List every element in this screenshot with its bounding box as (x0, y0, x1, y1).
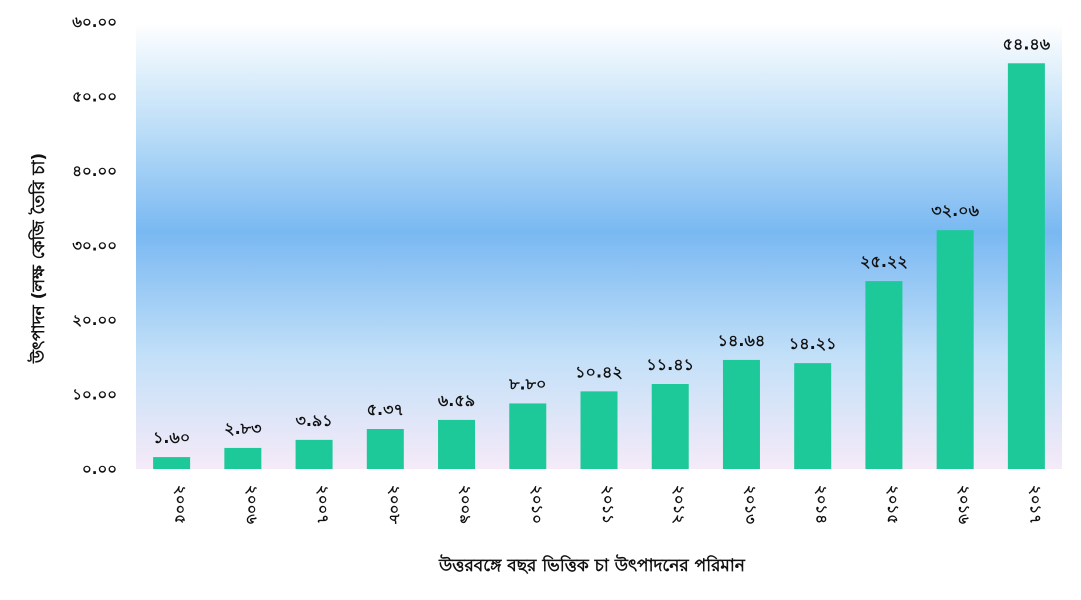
data-label: ৫৪.৪৬ (1003, 34, 1051, 53)
x-tick-label: ২০১৪ (813, 485, 831, 524)
x-tick-label: ২০১৫ (884, 485, 902, 524)
x-tick-label: ২০০৫ (172, 485, 190, 524)
bar (794, 363, 832, 469)
x-tick-label: ২০০৬ (243, 485, 261, 524)
bar (153, 457, 191, 469)
data-label: ৮.৮০ (508, 374, 546, 393)
data-label: ১৪.২১ (789, 334, 837, 353)
x-tick-label: ২০০৮ (385, 485, 403, 524)
y-tick-label: ১০.০০ (72, 386, 117, 404)
data-label: ১.৬০ (153, 428, 190, 447)
bar (366, 428, 404, 469)
bar (1007, 63, 1045, 469)
data-label: ১৪.৬৪ (718, 331, 766, 350)
y-tick-label: ০.০০ (82, 460, 117, 478)
data-label: ৩.৯১ (295, 411, 332, 430)
x-tick-label: ২০১০ (528, 485, 546, 524)
y-axis-ticks: ০.০০ ১০.০০ ২০.০০ ৩০.০০ ৪০.০০ ৫০.০০ ৬০.০০ (72, 13, 117, 478)
bar (722, 359, 760, 469)
x-tick-label: ২০০৯ (457, 485, 475, 524)
bar (295, 439, 333, 469)
x-axis-ticks: ২০০৫ ২০০৬ ২০০৭ ২০০৮ ২০০৯ ২০১০ ২০১১ ২০১২ ২০১৩ ২০১৪… (172, 485, 1045, 524)
bar (224, 447, 262, 469)
x-axis-title: উত্তরবঙ্গে বছর ভিত্তিক চা উৎপাদনের পরিমা… (438, 554, 746, 576)
x-tick-label: ২০১২ (670, 485, 688, 524)
x-tick-label: ২০০৭ (314, 485, 332, 524)
bar (438, 419, 476, 469)
y-axis-title: উৎপাদন (লক্ষ কেজি তৈরি চা) (27, 153, 49, 364)
data-label: ২৫.২২ (860, 252, 908, 271)
data-labels: ১.৬০ ২.৮৩ ৩.৯১ ৫.৩৭ ৬.৫৯ ৮.৮০ ১০.৪২ ১১.৪১ ১৪.৬৪ ১… (153, 34, 1051, 447)
x-tick-label: ২০১৬ (955, 485, 973, 524)
y-tick-label: ৫০.০০ (72, 88, 117, 106)
bars (153, 63, 1045, 469)
y-tick-label: ৬০.০০ (72, 13, 117, 31)
y-tick-label: ৩০.০০ (72, 237, 117, 255)
x-tick-label: ২০১৭ (1026, 485, 1044, 524)
x-tick-label: ২০১৩ (741, 485, 759, 524)
bar (509, 403, 547, 469)
data-label: ২.৮৩ (224, 419, 262, 438)
data-label: ৫.৩৭ (367, 400, 404, 419)
bar (865, 281, 903, 469)
bar (651, 383, 689, 469)
y-tick-label: ৪০.০০ (72, 162, 117, 180)
x-tick-label: ২০১১ (599, 485, 617, 524)
data-label: ১০.৪২ (575, 362, 623, 381)
data-label: ১১.৪১ (646, 355, 694, 374)
data-label: ৩২.০৬ (931, 201, 979, 220)
data-label: ৬.৫৯ (438, 391, 475, 410)
bar (936, 230, 974, 469)
bar (580, 391, 618, 469)
y-tick-label: ২০.০০ (72, 311, 117, 329)
